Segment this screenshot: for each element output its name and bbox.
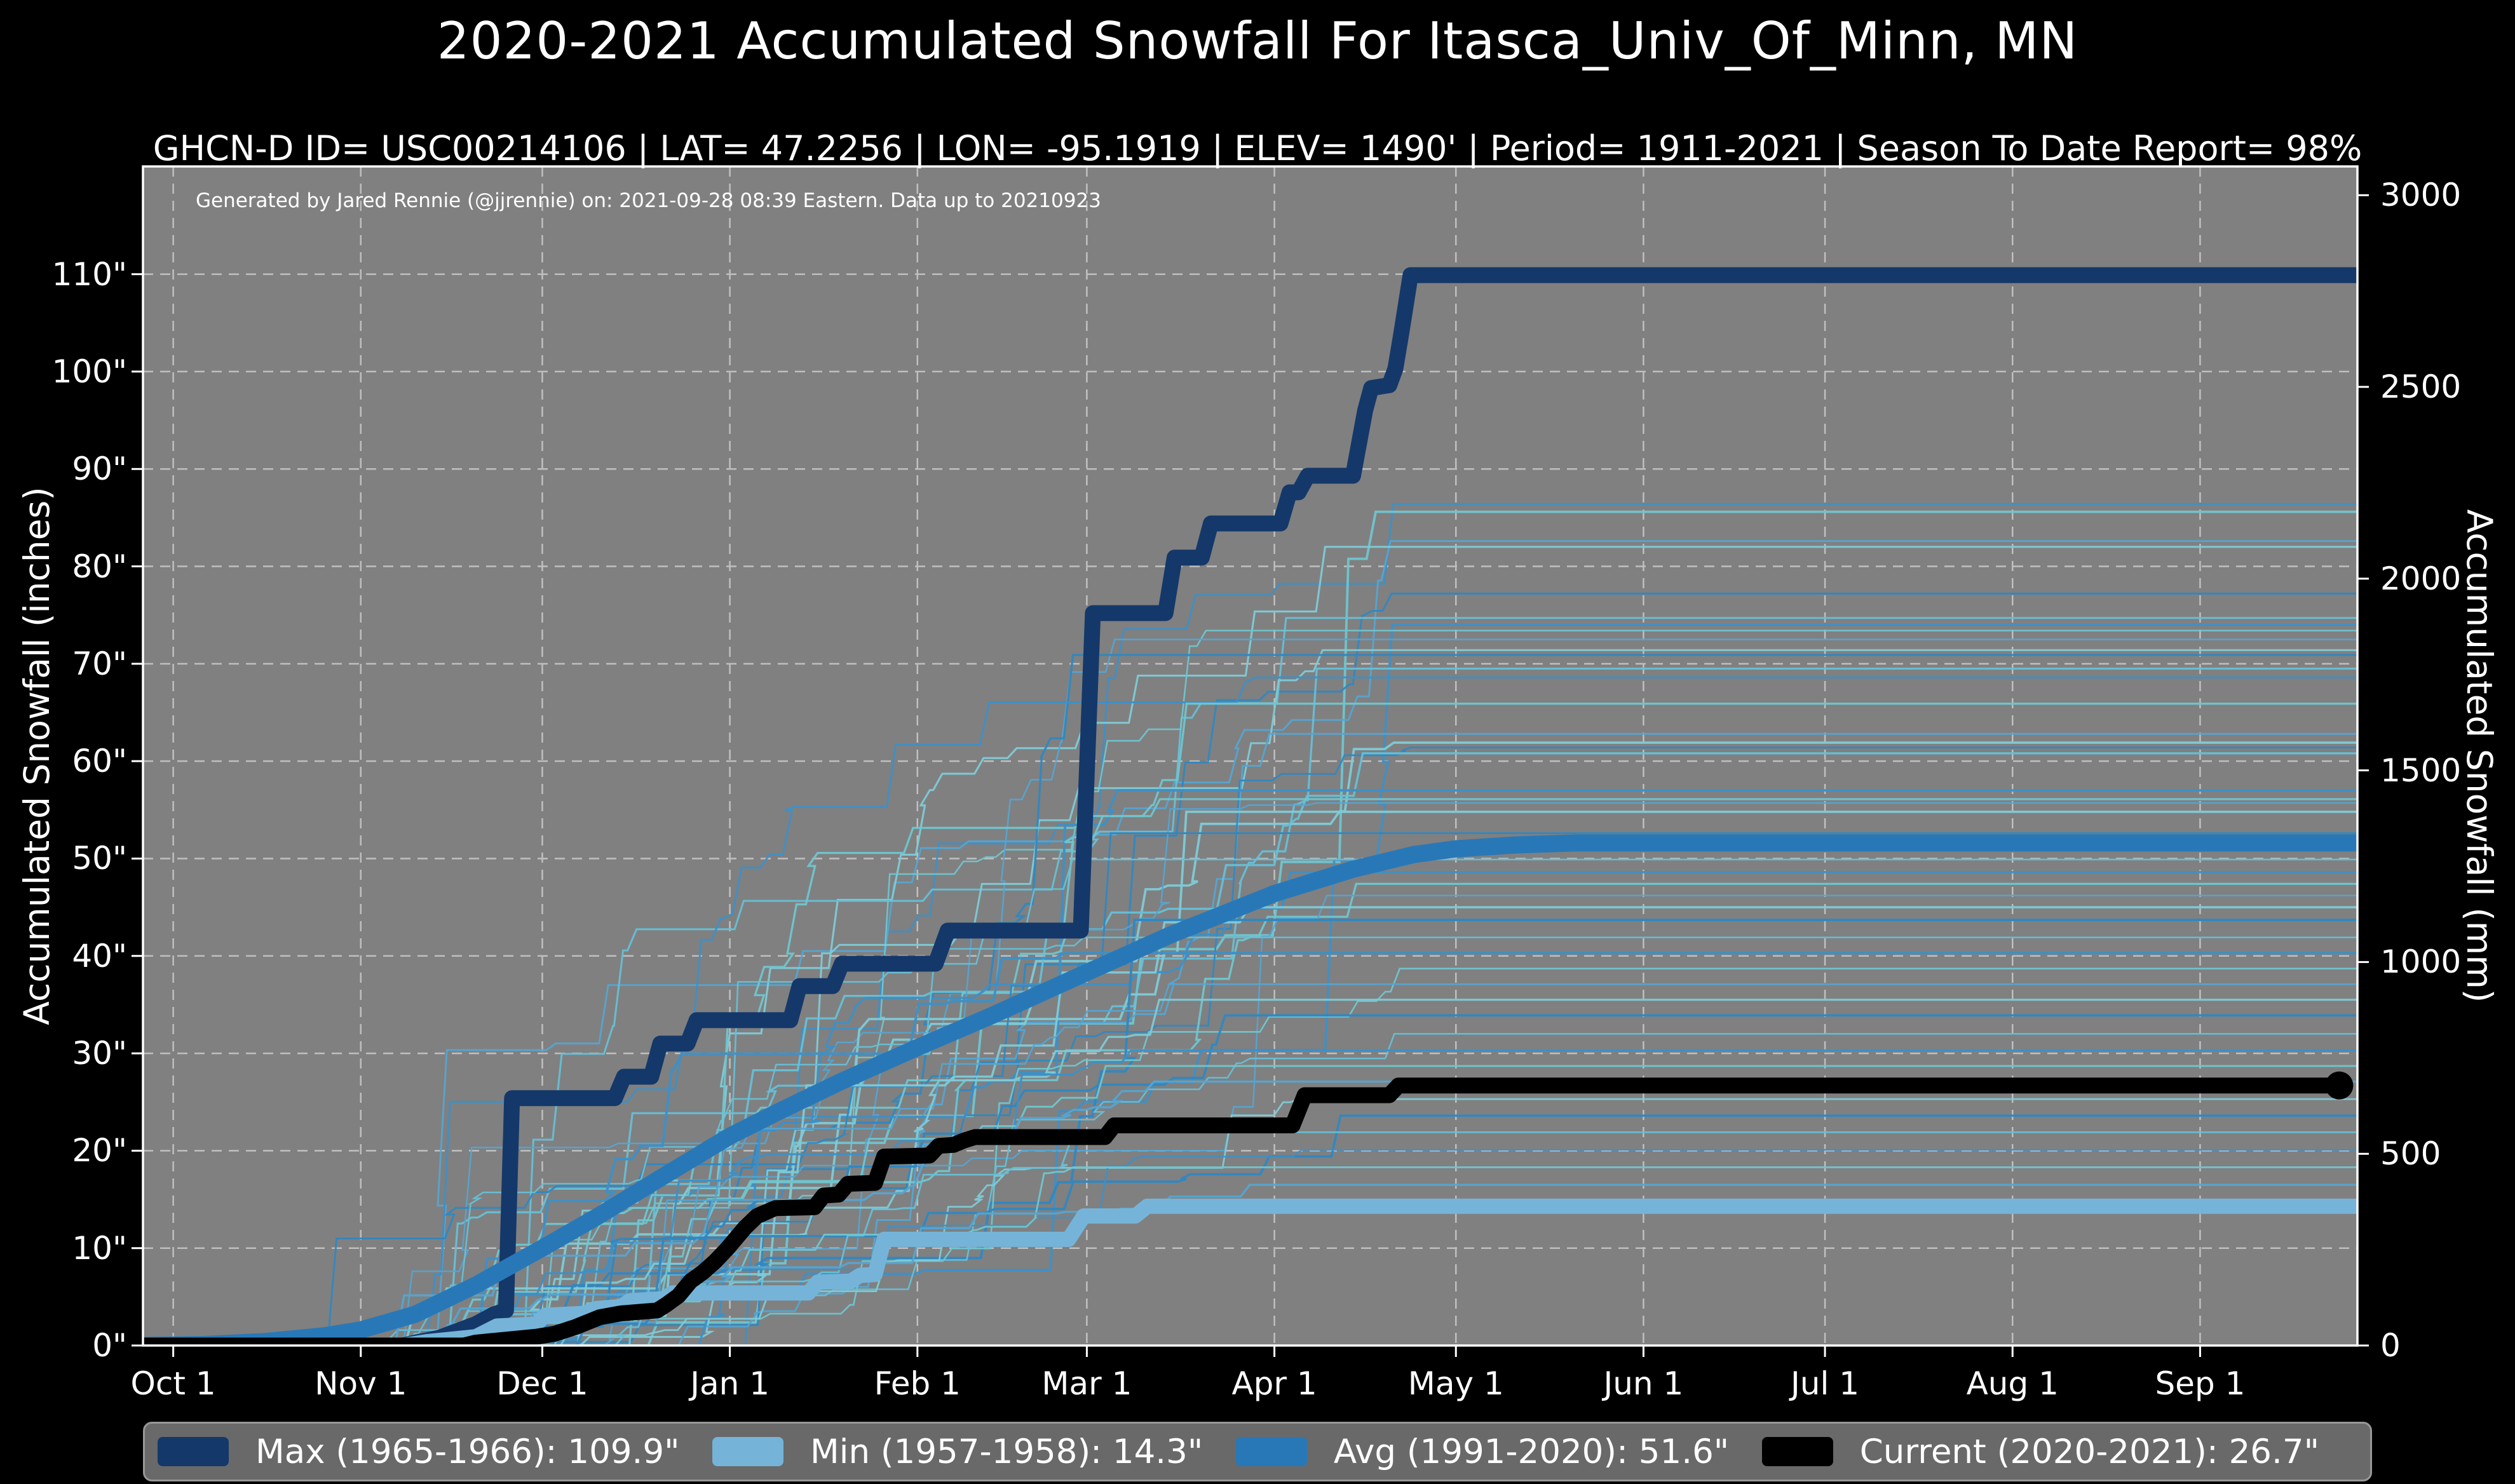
legend: Max (1965-1966): 109.9" Min (1957-1958): … bbox=[143, 1422, 2372, 1481]
historical-season-line bbox=[143, 983, 2357, 1346]
x-tick-label: Jul 1 bbox=[1791, 1365, 1860, 1402]
current-endpoint-marker bbox=[2325, 1071, 2354, 1100]
y-left-tick-label: 10" bbox=[72, 1229, 127, 1267]
historical-season-line bbox=[143, 540, 2357, 1346]
legend-label: Current (2020-2021): 26.7" bbox=[1859, 1432, 2319, 1471]
y-left-tick-label: 80" bbox=[72, 548, 127, 585]
y-left-tick-label: 60" bbox=[72, 743, 127, 780]
historical-season-line bbox=[143, 968, 2357, 1346]
y-right-tick-label: 500 bbox=[2380, 1135, 2441, 1173]
x-tick-label: Aug 1 bbox=[1966, 1365, 2059, 1402]
x-tick-label: Sep 1 bbox=[2155, 1365, 2246, 1402]
y-left-tick-label: 100" bbox=[51, 353, 127, 390]
historical-season-line bbox=[143, 789, 2357, 1346]
x-tick-label: Jan 1 bbox=[690, 1365, 769, 1402]
y-right-tick-label: 2000 bbox=[2380, 560, 2462, 597]
attribution-text: Generated by Jared Rennie (@jjrennie) on… bbox=[196, 189, 1101, 212]
y-right-tick-label: 1000 bbox=[2380, 943, 2462, 981]
y-left-tick-label: 40" bbox=[72, 937, 127, 975]
series-line-avg bbox=[143, 834, 2357, 1346]
historical-season-line bbox=[143, 676, 2357, 1346]
y-axis-title-mm: Accumulated Snowfall (mm) bbox=[2459, 509, 2500, 1003]
historical-season-line bbox=[143, 832, 2357, 1346]
y-right-tick-label: 1500 bbox=[2380, 752, 2462, 789]
series-line-max bbox=[143, 267, 2357, 1346]
historical-season-line bbox=[143, 617, 2357, 1346]
historical-season-line bbox=[143, 1049, 2357, 1346]
legend-label: Avg (1991-2020): 51.6" bbox=[1333, 1432, 1730, 1471]
legend-label: Max (1965-1966): 109.9" bbox=[255, 1432, 680, 1471]
legend-item-1: Min (1957-1958): 14.3" bbox=[712, 1433, 1203, 1471]
historical-season-line bbox=[143, 746, 2357, 1346]
legend-swatch-icon bbox=[712, 1437, 784, 1466]
main-series-lines bbox=[143, 267, 2357, 1346]
x-tick-label: Nov 1 bbox=[315, 1365, 407, 1402]
x-tick-label: Jun 1 bbox=[1603, 1365, 1684, 1402]
x-tick-label: Feb 1 bbox=[874, 1365, 961, 1402]
y-left-tick-label: 30" bbox=[72, 1035, 127, 1072]
plot-background bbox=[143, 166, 2357, 1346]
y-left-tick-label: 0" bbox=[92, 1327, 127, 1364]
legend-item-3: Current (2020-2021): 26.7" bbox=[1761, 1432, 2319, 1471]
y-left-tick-label: 110" bbox=[51, 255, 127, 293]
y-right-tick-label: 2500 bbox=[2380, 368, 2462, 406]
legend-item-2: Avg (1991-2020): 51.6" bbox=[1235, 1432, 1730, 1471]
legend-swatch-icon bbox=[1235, 1437, 1307, 1466]
y-left-tick-label: 90" bbox=[72, 450, 127, 488]
page-title: 2020-2021 Accumulated Snowfall For Itasc… bbox=[437, 11, 2078, 71]
series-line-current bbox=[143, 1077, 2347, 1346]
historical-season-line bbox=[143, 999, 2357, 1346]
legend-label: Min (1957-1958): 14.3" bbox=[810, 1432, 1203, 1471]
x-tick-label: Oct 1 bbox=[130, 1365, 216, 1402]
y-left-tick-label: 50" bbox=[72, 840, 127, 877]
y-left-tick-label: 20" bbox=[72, 1132, 127, 1170]
x-tick-label: Mar 1 bbox=[1041, 1365, 1132, 1402]
legend-swatch-icon bbox=[1761, 1437, 1833, 1466]
plot-border bbox=[142, 165, 2359, 1347]
x-tick-label: May 1 bbox=[1407, 1365, 1504, 1402]
axis-tick-marks bbox=[132, 194, 2369, 1357]
historical-season-line bbox=[143, 546, 2357, 1346]
y-right-tick-label: 3000 bbox=[2380, 177, 2462, 214]
legend-swatch-icon bbox=[158, 1437, 229, 1466]
x-tick-label: Apr 1 bbox=[1231, 1365, 1317, 1402]
station-metadata-subtitle: GHCN-D ID= USC00214106 | LAT= 47.2256 | … bbox=[153, 128, 2362, 168]
historical-season-line bbox=[143, 703, 2357, 1346]
legend-item-0: Max (1965-1966): 109.9" bbox=[158, 1433, 679, 1471]
x-tick-label: Dec 1 bbox=[496, 1365, 588, 1402]
y-left-tick-label: 70" bbox=[72, 645, 127, 682]
historical-season-line bbox=[143, 1114, 2357, 1346]
historical-season-line bbox=[143, 802, 2357, 1346]
y-right-tick-label: 0 bbox=[2380, 1327, 2401, 1364]
